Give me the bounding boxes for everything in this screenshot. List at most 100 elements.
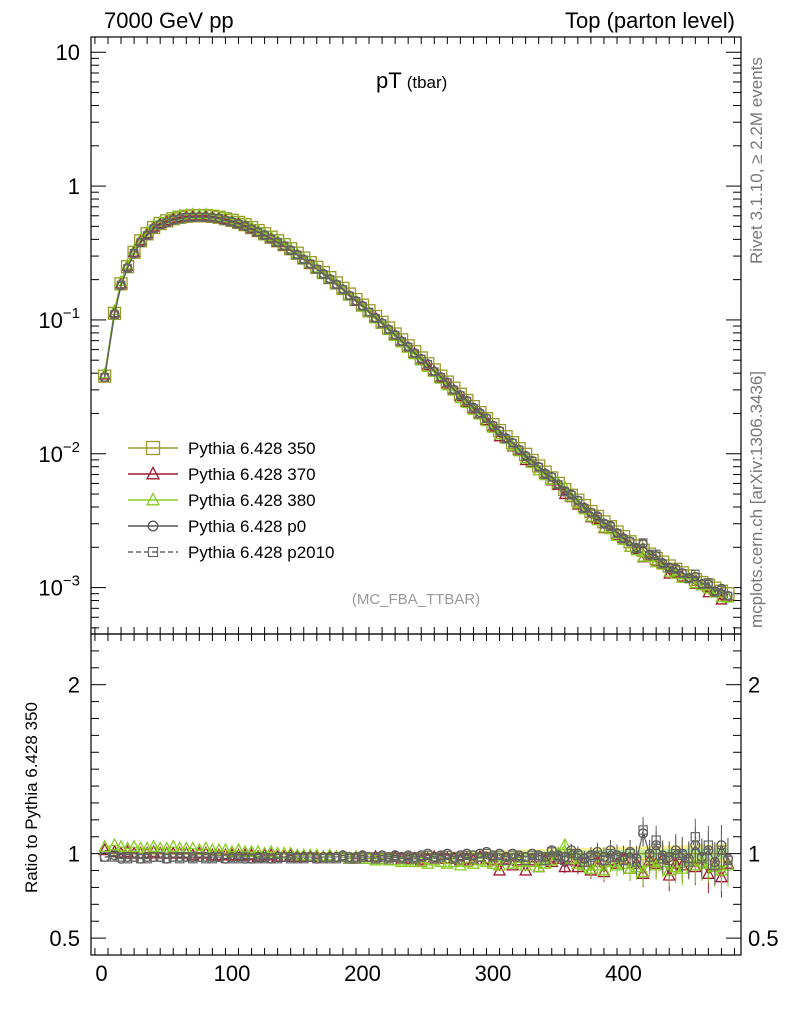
ratio-point [671, 848, 681, 859]
ratio-point [540, 855, 550, 866]
ratio-point [488, 852, 498, 862]
main-point [123, 264, 132, 273]
ratio-point [246, 853, 257, 864]
rivet-label: Rivet 3.1.10, ≥ 2.2M events [747, 57, 766, 264]
main-point [599, 519, 609, 529]
ratio-point [116, 852, 126, 862]
legend-label: Pythia 6.428 370 [188, 465, 316, 484]
main-point [632, 544, 641, 554]
ratio-point [155, 852, 165, 862]
legend-item: Pythia 6.428 350 [128, 439, 316, 458]
ratio-y-tick-label-right: 2 [748, 673, 760, 698]
ratio-point [134, 841, 148, 854]
main-point [338, 285, 348, 294]
main-point [286, 246, 296, 255]
plot-title-sub: (tbar) [407, 73, 448, 92]
svg-text:pT(tbar): pT (tbar) [376, 68, 447, 93]
main-point [630, 543, 643, 556]
main-point [188, 213, 198, 222]
main-point [227, 217, 237, 227]
ratio-point [220, 853, 231, 864]
main-point [527, 456, 537, 466]
ratio-point [188, 853, 198, 864]
ratio-point [292, 853, 302, 864]
main-point [447, 384, 460, 396]
main-point [127, 245, 141, 257]
ratio-point [364, 852, 374, 862]
ratio-point [325, 853, 335, 864]
ratio-point [449, 853, 459, 864]
ratio-point [638, 825, 648, 835]
x-tick-label: 400 [605, 961, 642, 986]
ratio-y-tick-label-right: 0.5 [748, 926, 779, 951]
ratio-point [677, 850, 687, 861]
main-point [325, 275, 335, 284]
main-point [625, 537, 635, 547]
main-point [168, 215, 178, 225]
ratio-point [129, 852, 139, 862]
ratio-point [527, 850, 537, 861]
ratio-point [175, 853, 185, 864]
ratio-point [625, 848, 635, 859]
ratio-point [238, 844, 252, 857]
ratio-point [166, 839, 180, 852]
legend: Pythia 6.428 350 Pythia 6.428 370 Pythia 6… [128, 439, 335, 562]
main-point [690, 569, 700, 579]
ratio-point [612, 852, 622, 862]
ratio-point [266, 853, 276, 864]
ratio-point [486, 856, 500, 869]
main-point [469, 404, 478, 413]
ratio-point [453, 858, 467, 871]
ratio-point [520, 855, 531, 866]
main-point [717, 585, 726, 595]
main-point [292, 250, 302, 260]
x-tick-label: 300 [475, 961, 512, 986]
ratio-point [142, 853, 152, 864]
ratio-point [344, 853, 355, 864]
ratio-point [538, 856, 552, 869]
main-point [573, 496, 583, 506]
main-point [508, 438, 517, 448]
ratio-point [690, 832, 701, 842]
main-point [100, 372, 110, 382]
ratio-point [507, 850, 518, 861]
x-tick-label: 200 [344, 961, 381, 986]
ratio-frame [90, 633, 742, 956]
ratio-point [723, 855, 733, 866]
main-point [403, 342, 413, 352]
ratio-point [147, 839, 161, 852]
ratio-point [566, 848, 577, 859]
ratio-y-tick-label: 2 [68, 673, 80, 698]
main-point [645, 550, 654, 560]
main-y-tick-label: 10−3 [38, 573, 80, 601]
ratio-point [618, 855, 629, 866]
ratio-point [649, 858, 663, 871]
ratio-point [114, 839, 128, 852]
main-point [208, 213, 217, 223]
ratio-point [651, 835, 661, 845]
ratio-point [716, 845, 727, 855]
ratio-point [703, 840, 714, 850]
main-point [619, 534, 628, 544]
main-point [664, 564, 674, 573]
ratio-point [214, 852, 224, 862]
main-point [408, 347, 421, 360]
main-point [658, 559, 668, 569]
ratio-point [233, 853, 244, 864]
ratio-point [253, 853, 263, 864]
ratio-point [475, 852, 485, 862]
main-point [312, 264, 322, 274]
mcplots-label: mcplots.cern.ch [arXiv:1306.3436] [747, 371, 766, 628]
main-y-tick-label: 10 [56, 40, 80, 65]
ratio-point [181, 852, 192, 862]
ratio-point [331, 853, 342, 864]
main-point [638, 538, 648, 548]
main-point [364, 307, 374, 317]
x-tick-label: 100 [214, 961, 251, 986]
ratio-y-tick-label: 1 [68, 842, 80, 867]
main-point [436, 372, 446, 382]
ratio-point [514, 852, 524, 862]
main-point [201, 213, 211, 222]
ratio-point [664, 855, 674, 866]
